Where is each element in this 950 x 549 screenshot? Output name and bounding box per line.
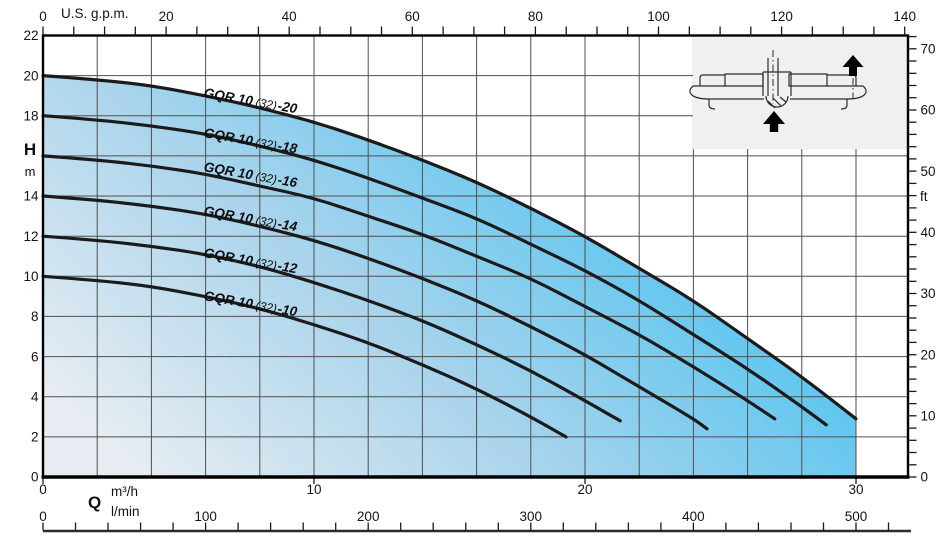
curve-label-part: (32) — [254, 213, 278, 231]
lmin-axis-tick-label: 300 — [520, 509, 543, 524]
top-axis-unit-label: U.S. g.p.m. — [61, 6, 129, 21]
inset-pump-drawing — [840, 99, 848, 110]
top-axis-tick-label: 120 — [770, 9, 793, 24]
pump-curve-16 — [41, 154, 777, 421]
right-axis-tick-label: 70 — [921, 42, 936, 57]
pump-curve-20 — [41, 74, 858, 421]
inset-pump-drawing — [689, 85, 764, 100]
inset-pump-drawing — [765, 95, 789, 108]
right-axis-tick-label: 50 — [921, 164, 936, 179]
inset-flow-arrow-up-right-icon — [842, 55, 864, 76]
left-axis-tick-label: 4 — [31, 389, 39, 404]
curve-label-part: (32) — [254, 255, 278, 273]
m3h-axis-tick-label: 0 — [39, 482, 47, 497]
curve-label-part: (32) — [254, 169, 278, 187]
m3h-axis-tick-label: 20 — [577, 482, 592, 497]
head-axis-unit: m — [24, 164, 36, 179]
top-axis-tick-label: 40 — [282, 9, 297, 24]
right-axis-unit-label: ft — [920, 189, 928, 204]
lmin-axis-tick-label: 400 — [682, 509, 705, 524]
lmin-axis-tick-label: 0 — [39, 509, 47, 524]
flow-unit-lmin-label: l/min — [111, 504, 140, 519]
right-axis-tick-label: 40 — [921, 225, 936, 240]
m3h-axis-tick-label: 10 — [306, 482, 321, 497]
left-axis-tick-label: 20 — [23, 68, 38, 83]
curve-label-part: -18 — [276, 138, 299, 157]
inset-flow-arrow-up-center-icon — [763, 111, 785, 132]
curve-label-part: (32) — [254, 298, 278, 316]
lmin-axis-tick-label: 500 — [845, 509, 868, 524]
right-axis-tick-label: 10 — [921, 409, 936, 424]
inset-pump-drawing — [772, 97, 782, 107]
left-axis-tick-label: 14 — [23, 189, 39, 204]
curve-label-part: (32) — [254, 95, 278, 113]
top-axis-tick-label: 0 — [39, 9, 47, 24]
inset-pump-drawing — [767, 100, 776, 109]
left-axis-tick-label: 6 — [31, 349, 39, 364]
curve-label-part: -20 — [276, 98, 299, 117]
left-axis-tick-label: 0 — [31, 470, 39, 485]
lmin-axis-tick-label: 200 — [357, 509, 380, 524]
curve-label-part: -10 — [276, 301, 299, 320]
left-axis-tick-label: 18 — [23, 108, 38, 123]
inset-box — [693, 37, 907, 149]
curve-label-part: -16 — [276, 172, 299, 191]
left-axis-tick-label: 8 — [31, 309, 39, 324]
inset-pump-drawing — [708, 99, 716, 110]
flow-axis-symbol: Q — [88, 493, 102, 512]
m3h-axis-tick-label: 30 — [848, 482, 863, 497]
left-axis-tick-label: 10 — [23, 269, 38, 284]
inset-pump-drawing — [790, 85, 867, 100]
lmin-axis-tick-label: 100 — [194, 509, 217, 524]
curve-label-part: -12 — [276, 258, 299, 277]
inset-pump-drawing — [699, 74, 725, 86]
left-axis-tick-label: 2 — [31, 430, 39, 445]
flow-unit-m3h-label: m³/h — [111, 484, 138, 499]
curve-label-part: (32) — [254, 135, 278, 153]
right-axis-tick-label: 0 — [921, 470, 929, 485]
pump-curve-18 — [41, 114, 828, 427]
top-axis-tick-label: 20 — [159, 9, 174, 24]
head-axis-symbol: H — [23, 140, 37, 159]
right-axis-tick-label: 60 — [921, 103, 936, 118]
top-axis-tick-label: 60 — [405, 9, 420, 24]
pump-curve-12 — [41, 234, 622, 423]
top-axis-tick-label: 80 — [528, 9, 543, 24]
pump-curve-14 — [41, 194, 709, 431]
right-axis-tick-label: 30 — [921, 286, 936, 301]
top-axis-tick-label: 140 — [893, 9, 916, 24]
top-axis-tick-label: 100 — [647, 9, 670, 24]
curve-label-part: -14 — [276, 216, 299, 235]
left-axis-tick-label: 22 — [23, 28, 38, 43]
inset-pump-drawing — [779, 96, 787, 103]
right-axis-tick-label: 20 — [921, 347, 936, 362]
pump-curve-10 — [41, 274, 568, 439]
left-axis-tick-label: 12 — [23, 229, 38, 244]
